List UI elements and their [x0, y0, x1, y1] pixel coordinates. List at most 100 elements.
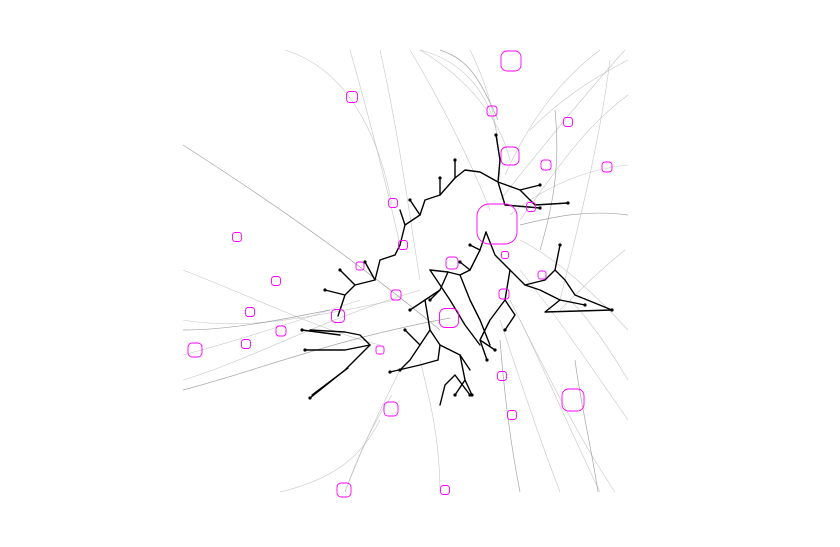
node-31	[537, 270, 547, 280]
node-1	[500, 50, 522, 72]
path-end-dot-9	[453, 158, 457, 162]
path-end-dot-1	[308, 396, 312, 400]
black-path-38	[429, 269, 481, 346]
node-11	[232, 232, 242, 242]
node-22	[187, 342, 203, 358]
edge-35	[529, 59, 629, 131]
black-path-39	[399, 344, 421, 371]
node-29	[336, 482, 352, 498]
edge-7	[284, 49, 393, 206]
node-30	[440, 485, 450, 495]
path-end-dot-17	[403, 328, 407, 332]
black-path-8	[374, 244, 401, 281]
black-path-32	[554, 269, 613, 311]
black-path-4	[301, 329, 341, 336]
edge-25	[344, 369, 401, 493]
node-7	[601, 161, 613, 173]
black-path-25	[439, 344, 471, 371]
node-20	[439, 308, 459, 328]
node-13	[445, 256, 459, 270]
edge-28	[559, 249, 626, 311]
black-path-31	[544, 244, 561, 281]
edge-27	[559, 59, 611, 301]
node-12	[398, 240, 408, 250]
edge-17	[519, 239, 629, 331]
node-24	[375, 345, 385, 355]
black-path-21	[429, 271, 449, 301]
path-end-dot-6	[363, 260, 367, 264]
path-end-dot-3	[300, 328, 304, 332]
node-28	[507, 410, 517, 420]
path-end-dot-5	[338, 268, 342, 272]
edge-4	[182, 299, 361, 356]
node-32	[501, 251, 509, 259]
path-end-dot-16	[428, 298, 432, 302]
edge-24	[344, 394, 393, 493]
black-path-20	[429, 269, 471, 276]
edge-2	[182, 269, 381, 346]
edge-22	[419, 359, 441, 493]
edge-29	[569, 299, 629, 381]
black-path-15	[497, 181, 541, 191]
node-4	[563, 117, 573, 127]
black-path-33	[544, 299, 613, 313]
path-end-dot-25	[493, 348, 497, 352]
edge-21	[499, 339, 521, 493]
edge-8	[349, 49, 401, 246]
black-path-34	[479, 269, 511, 351]
path-end-dot-24	[558, 243, 562, 247]
edge-16	[519, 212, 629, 226]
path-end-dot-19	[388, 370, 392, 374]
edge-5	[182, 289, 421, 381]
path-end-dot-12	[566, 201, 570, 205]
path-end-dot-20	[453, 393, 457, 397]
black-path-36	[479, 339, 488, 361]
edge-30	[519, 319, 601, 493]
path-end-dot-2	[303, 348, 307, 352]
path-end-dot-28	[398, 368, 402, 372]
black-path-14	[495, 134, 501, 183]
edge-9	[379, 49, 421, 281]
edge-20	[499, 319, 561, 493]
black-path-9	[399, 209, 406, 246]
black-path-3	[311, 367, 349, 396]
black-path-16	[519, 189, 569, 206]
node-26	[383, 401, 399, 417]
black-path-19	[459, 249, 481, 271]
edge-36	[574, 359, 599, 493]
black-path-18	[469, 231, 487, 251]
black-path-10	[404, 199, 421, 226]
black-path-17	[497, 181, 541, 209]
path-end-dot-22	[583, 303, 587, 307]
edge-26	[539, 109, 558, 251]
black-path-28	[464, 379, 473, 396]
black-path-26	[389, 359, 439, 373]
black-path-30	[524, 284, 586, 306]
edge-12	[504, 49, 601, 176]
black-path-11	[419, 177, 441, 216]
edge-1	[182, 144, 441, 331]
node-17	[498, 288, 510, 300]
black-path-24	[429, 329, 441, 361]
black-path-35	[504, 299, 516, 331]
black-path-37	[459, 274, 491, 346]
edge-13	[499, 49, 626, 201]
path-end-dot-14	[468, 243, 472, 247]
node-3	[486, 105, 498, 117]
black-path-12	[439, 159, 456, 196]
node-5	[500, 146, 520, 166]
path-end-dot-11	[538, 183, 542, 187]
node-25	[497, 371, 507, 381]
path-end-dot-8	[438, 176, 442, 180]
path-end-dot-27	[485, 358, 489, 362]
path-end-dot-29	[468, 393, 472, 397]
node-10	[526, 202, 536, 212]
node-9	[388, 198, 398, 208]
edge-11	[439, 49, 499, 121]
edge-23	[279, 419, 381, 493]
black-path-6	[339, 269, 356, 296]
path-end-dot-26	[503, 328, 507, 332]
edge-34	[419, 49, 511, 161]
path-end-dot-15	[458, 260, 462, 264]
